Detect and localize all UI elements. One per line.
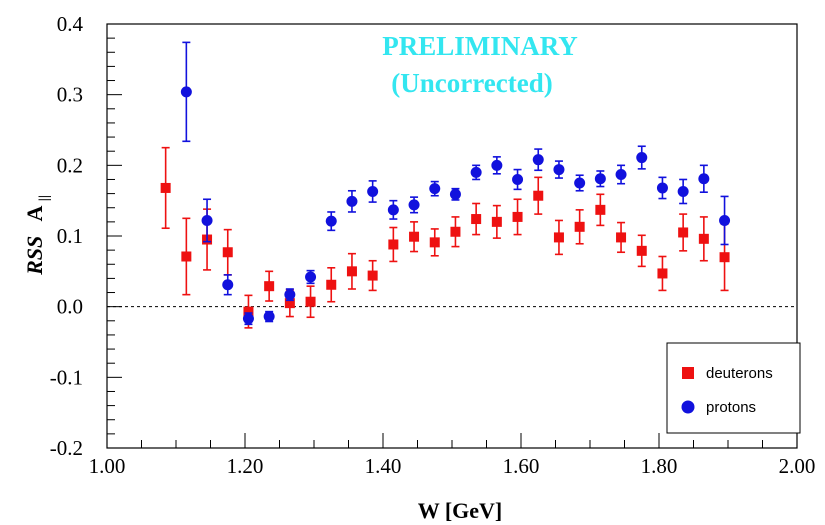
deuterons-point [471,214,482,225]
deuterons-point [574,221,585,232]
y-axis-title-subscript: || [37,195,52,201]
x-tick-label: 2.00 [779,454,816,478]
protons-point [677,185,689,197]
preliminary-label: PRELIMINARY [382,31,578,61]
axes: 1.00 1.20 1.40 1.60 1.80 2.00 -0.2 -0.1 0.0 0.1 0.… [50,12,816,478]
deuterons-point [160,182,171,193]
protons-point [242,313,254,325]
protons-point [201,214,213,226]
deuterons-point [264,281,275,292]
deuterons-point [657,268,668,279]
deuterons-point [636,245,647,256]
uncorrected-label: (Uncorrected) [391,68,552,98]
deuterons-point [616,232,627,243]
data-series [160,41,731,329]
deuterons-point [512,211,523,222]
protons-point [305,271,317,283]
deuterons-point [222,247,233,258]
protons-point [325,215,337,227]
x-tick-label: 1.60 [503,454,540,478]
y-tick-label: -0.1 [50,365,83,389]
x-tick-label: 1.80 [641,454,678,478]
legend-marker-protons [681,400,695,414]
protons-point [491,159,503,171]
y-tick-label: 0.2 [57,153,83,177]
series-deuterons [160,146,730,329]
y-tick-label: 0.4 [57,12,84,36]
deuterons-point [698,233,709,244]
deuterons-point [553,232,564,243]
deuterons-point [719,252,730,263]
deuterons-point [533,190,544,201]
protons-point [284,289,296,301]
y-axis-title: RSS A || [22,195,52,276]
protons-point [698,173,710,185]
deuterons-point [284,298,295,309]
deuterons-point [181,251,192,262]
deuterons-point [409,231,420,242]
legend-marker-deuterons [682,367,694,379]
series-protons [180,41,731,326]
deuterons-point [388,239,399,250]
protons-point [263,311,275,323]
y-tick-label: -0.2 [50,436,83,460]
protons-point [615,169,627,181]
protons-point [222,279,234,291]
protons-point [429,183,441,195]
protons-point [367,185,379,197]
protons-point [512,173,524,185]
legend-label-protons: protons [706,399,756,416]
y-tick-label: 0.0 [57,295,83,319]
deuterons-point [595,204,606,215]
y-tick-label: 0.1 [57,224,83,248]
protons-point [636,152,648,164]
protons-point [656,182,668,194]
protons-point [719,214,731,226]
legend-box [666,342,801,434]
y-axis-title-variable: A [22,205,47,221]
deuterons-point [367,270,378,281]
protons-point [387,204,399,216]
deuterons-point [305,296,316,307]
protons-point [594,173,606,185]
deuterons-point [326,279,337,290]
protons-point [449,188,461,200]
protons-point [574,177,586,189]
x-axis-title: W [GeV] [418,498,503,523]
y-tick-label: 0.3 [57,83,83,107]
protons-point [408,199,420,211]
y-axis-title-main: RSS [22,236,47,276]
protons-point [553,164,565,176]
protons-point [470,166,482,178]
x-tick-label: 1.40 [365,454,402,478]
deuterons-point [429,237,440,248]
deuterons-point [678,227,689,238]
deuterons-point [450,226,461,237]
legend: deuterons protons [666,342,801,434]
deuterons-point [243,306,254,317]
legend-label-deuterons: deuterons [706,365,773,382]
protons-point [180,86,192,98]
deuterons-point [491,216,502,227]
protons-point [532,154,544,166]
protons-point [346,195,358,207]
x-tick-label: 1.20 [227,454,264,478]
svg-text:RSS A ||: RSS A || [22,195,52,276]
x-tick-label: 1.00 [89,454,126,478]
deuterons-point [346,266,357,277]
